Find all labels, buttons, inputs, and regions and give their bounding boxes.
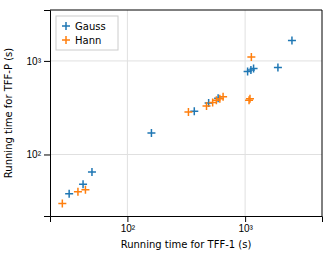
legend: Gauss Hann bbox=[56, 16, 118, 50]
series bbox=[58, 53, 255, 207]
x-axis-tick-mark bbox=[127, 216, 128, 222]
point bbox=[147, 129, 155, 137]
y-axis: 10² 10³ bbox=[27, 11, 51, 217]
y-axis-line bbox=[44, 11, 51, 217]
grid bbox=[50, 10, 322, 216]
plot: 10² 10³ 10² 10³ Gauss Hann bbox=[27, 10, 323, 234]
x-axis-tick: 10³ bbox=[238, 216, 253, 234]
y-axis-tick: 10² bbox=[27, 149, 50, 160]
chart: 10² 10³ 10² 10³ Gauss Hann Running time for TF… bbox=[0, 0, 334, 254]
x-axis-tick: 10² bbox=[121, 216, 136, 234]
point bbox=[288, 37, 296, 45]
point bbox=[65, 190, 73, 198]
grid-line-y bbox=[50, 60, 322, 61]
point bbox=[250, 64, 258, 72]
legend-item: Gauss bbox=[62, 21, 106, 32]
point bbox=[247, 53, 255, 61]
x-axis-tick-mark bbox=[245, 216, 246, 222]
x-axis-tick-label: 10² bbox=[121, 223, 136, 234]
point bbox=[245, 96, 253, 104]
frame-top bbox=[50, 10, 322, 11]
grid-line-x bbox=[245, 10, 246, 216]
y-axis-tick-mark bbox=[44, 61, 50, 62]
legend-item: Hann bbox=[62, 35, 101, 46]
point bbox=[74, 188, 82, 196]
grid-line-x bbox=[127, 10, 128, 216]
legend-box bbox=[56, 16, 118, 50]
series bbox=[65, 37, 296, 198]
point bbox=[246, 95, 254, 103]
point bbox=[219, 93, 227, 101]
y-axis-tick-mark bbox=[44, 154, 50, 155]
legend-label: Hann bbox=[75, 35, 101, 46]
y-axis-tick: 10³ bbox=[27, 56, 50, 67]
grid-line-y bbox=[50, 154, 322, 155]
y-axis-title: Running time for TFF-P (s) bbox=[3, 48, 14, 178]
y-axis-tick-label: 10³ bbox=[27, 56, 42, 67]
x-axis-title: Running time for TFF-1 (s) bbox=[121, 239, 252, 250]
legend-symbol bbox=[62, 22, 70, 30]
point bbox=[274, 64, 282, 72]
x-axis-tick-label: 10³ bbox=[238, 223, 253, 234]
point bbox=[88, 168, 96, 176]
marks bbox=[58, 37, 296, 208]
point bbox=[58, 199, 66, 207]
frame-right bbox=[322, 10, 323, 216]
x-axis-line bbox=[51, 217, 323, 223]
y-axis-tick-label: 10² bbox=[27, 149, 42, 160]
legend-symbol bbox=[62, 36, 70, 44]
point bbox=[81, 186, 89, 194]
point bbox=[184, 108, 192, 116]
x-axis: 10² 10³ bbox=[51, 216, 323, 234]
legend-label: Gauss bbox=[75, 21, 106, 32]
